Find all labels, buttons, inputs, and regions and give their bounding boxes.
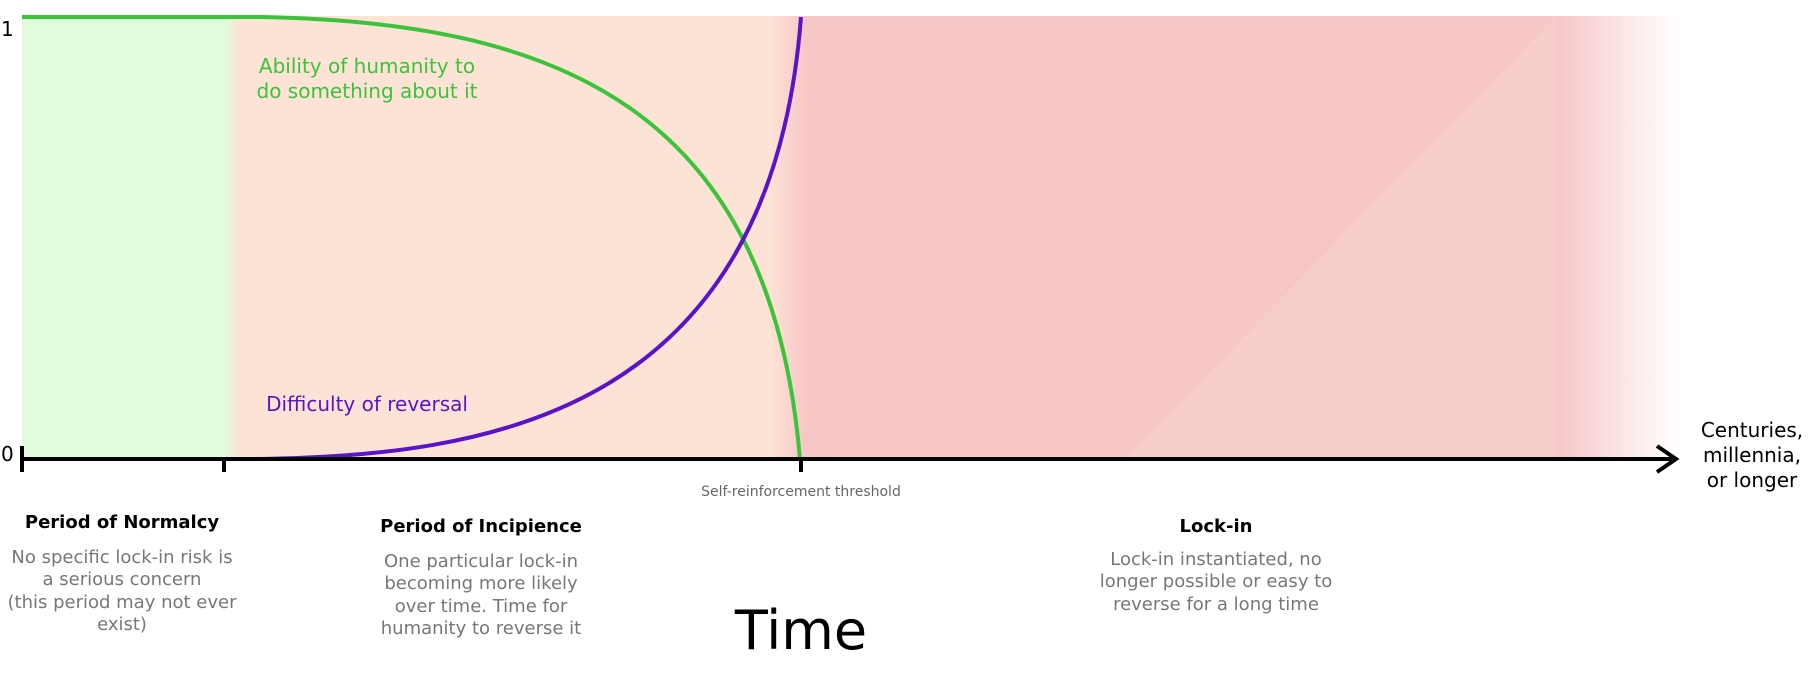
normalcy-region [22,16,230,459]
lockin-fade-out [1556,16,1680,459]
x-axis-arrowhead [1655,444,1680,474]
difficulty-curve-label: Difficulty of reversal [266,392,468,416]
y-min-label: 0 [1,442,14,466]
difficulty-curve [259,16,803,461]
incipience-region [240,16,775,459]
ability-curve-label: Ability of humanity to do something abou… [256,54,478,103]
y-max-label: 1 [1,17,14,41]
phase-normalcy: Period of Normalcy No specific lock-in r… [4,512,240,637]
phase-description: One particular lock-in becoming more lik… [380,550,582,640]
phase-lockin: Lock-in Lock-in instantiated, no longer … [1076,516,1356,616]
x-axis-title: Time [734,599,868,662]
phase-title: Lock-in [1179,516,1253,537]
phase-description: Lock-in instantiated, no longer possible… [1099,548,1333,615]
phase-description: No specific lock-in risk is a serious co… [7,546,237,636]
phase-incipience: Period of Incipience One particular lock… [361,516,601,641]
x-axis-end-label: Centuries, millennia, or longer [1700,418,1804,492]
incipience-lockin-fade [770,16,806,459]
normalcy-incipience-fade [224,16,240,459]
lockin-light-wedge [1125,16,1556,459]
threshold-label: Self-reinforcement threshold [701,484,901,500]
phase-title: Period of Normalcy [24,512,220,533]
phase-title: Period of Incipience [380,516,582,537]
ability-curve [22,15,802,460]
